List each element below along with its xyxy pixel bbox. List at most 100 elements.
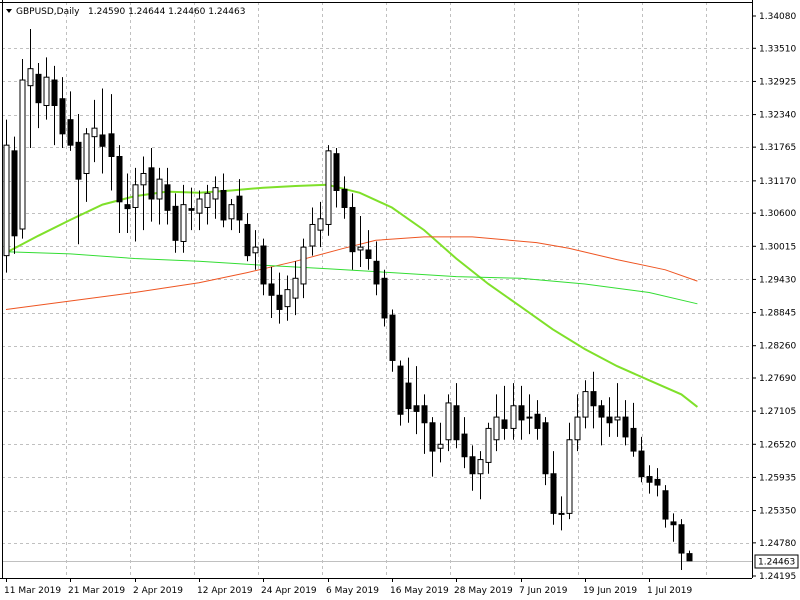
candle[interactable] [413,366,420,435]
candle[interactable] [148,147,155,222]
candle[interactable] [156,167,163,225]
candle-body [188,208,195,211]
candle[interactable] [140,156,147,231]
candle[interactable] [252,230,259,270]
candle[interactable] [99,88,106,174]
candle-body [27,68,34,87]
candle[interactable] [365,230,372,270]
candle[interactable] [276,272,283,324]
candle[interactable] [437,422,444,463]
candle[interactable] [172,193,179,253]
candle[interactable] [341,176,348,219]
candle[interactable] [590,371,597,429]
candle-body [172,205,179,241]
time-axis[interactable]: 11 Mar 2019 21 Mar 2019 2 Apr 2019 12 Apr 2… [4,578,692,596]
candle[interactable] [654,468,661,497]
candle[interactable] [196,190,203,231]
candle-body [204,192,211,208]
triangle-down-icon[interactable] [6,9,12,13]
candle[interactable] [83,128,90,202]
candle[interactable] [67,91,74,151]
candle[interactable] [526,394,533,435]
candle[interactable] [43,57,50,120]
price-axis[interactable]: 1.34080 1.33510 1.32925 1.32340 1.31765 1.311… [752,12,799,582]
candle[interactable] [397,360,404,426]
candle[interactable] [317,201,324,248]
candle[interactable] [19,59,26,239]
candle[interactable] [188,187,195,231]
candle[interactable] [501,385,508,440]
candle[interactable] [325,145,332,236]
candle[interactable] [357,215,364,267]
candles[interactable] [3,29,693,571]
candle[interactable] [108,94,115,191]
candle[interactable] [268,266,275,318]
candle[interactable] [614,383,621,437]
candle[interactable] [518,385,525,440]
time-tick-label: 11 Mar 2019 [4,586,61,596]
candle[interactable] [220,173,227,228]
candle[interactable] [260,238,267,296]
candle[interactable] [309,207,316,256]
candle-body [590,391,597,407]
candle[interactable] [3,119,10,273]
candle[interactable] [59,77,66,148]
candle[interactable] [598,400,605,446]
candle[interactable] [469,445,476,491]
candle[interactable] [461,417,468,469]
candle[interactable] [333,147,340,208]
candle[interactable] [662,485,669,528]
candle[interactable] [91,99,98,163]
candle[interactable] [421,394,428,454]
candle[interactable] [606,397,613,437]
candle[interactable] [542,417,549,486]
candle[interactable] [11,136,18,254]
candle[interactable] [550,451,557,525]
candle[interactable] [678,519,685,571]
candle[interactable] [132,167,139,242]
candle-body [292,277,299,299]
candle[interactable] [558,496,565,531]
candle[interactable] [493,394,500,452]
candle[interactable] [244,213,251,262]
candle[interactable] [212,176,219,219]
candle[interactable] [686,550,693,562]
candle[interactable] [236,179,243,233]
candle[interactable] [349,193,356,270]
candle[interactable] [124,173,131,233]
candle[interactable] [429,417,436,477]
candle[interactable] [477,451,484,500]
candle[interactable] [630,402,637,457]
candle[interactable] [534,400,541,440]
candle[interactable] [389,309,396,372]
candle[interactable] [566,422,573,520]
candle[interactable] [373,241,380,296]
candle[interactable] [116,145,123,233]
candle-body [212,187,219,200]
candle[interactable] [574,394,581,452]
candle[interactable] [35,63,42,129]
candle[interactable] [284,275,291,321]
candle[interactable] [638,436,645,483]
candle[interactable] [646,465,653,494]
candle[interactable] [405,357,412,423]
candle[interactable] [445,394,452,452]
candle[interactable] [204,184,211,225]
candle[interactable] [453,383,460,449]
candle-body [630,427,637,452]
candle[interactable] [670,513,677,542]
candle[interactable] [485,422,492,474]
candle[interactable] [292,261,299,316]
candle[interactable] [622,400,629,446]
candle[interactable] [180,184,187,253]
candle[interactable] [381,269,388,327]
candle[interactable] [228,198,235,231]
candle[interactable] [164,167,171,225]
candle[interactable] [27,29,34,148]
candle[interactable] [510,383,517,440]
candle[interactable] [300,238,307,299]
candle[interactable] [582,380,589,429]
candle[interactable] [51,65,58,146]
candle[interactable] [75,114,82,245]
